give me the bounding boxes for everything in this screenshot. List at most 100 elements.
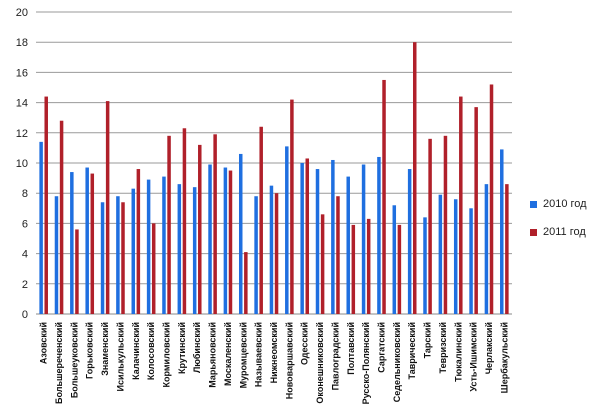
legend-label-2011: 2011 год <box>543 226 586 238</box>
bar-2010 <box>453 199 458 314</box>
bar-2010 <box>116 196 120 314</box>
bar-2010 <box>146 179 151 314</box>
bar-2010 <box>377 156 381 314</box>
bar-2011 <box>151 223 156 314</box>
bar-2010 <box>361 164 366 314</box>
x-tick-label: Нововаршавский <box>284 322 294 399</box>
y-tick-label: 14 <box>16 98 28 110</box>
bar-2011 <box>366 218 371 314</box>
y-tick-label: 16 <box>16 67 28 79</box>
bar-2011 <box>505 184 509 314</box>
y-tick-label: 2 <box>22 279 28 291</box>
x-tick-label: Полтавский <box>346 322 356 375</box>
legend-swatch-2010 <box>530 200 537 208</box>
legend: 2010 год 2011 год <box>530 190 587 246</box>
bar-2011 <box>244 252 248 314</box>
y-tick-label: 18 <box>16 37 28 49</box>
bar-2011 <box>320 214 325 314</box>
bar-2010 <box>254 196 258 314</box>
bar-2011 <box>336 196 340 314</box>
bar-2010 <box>85 167 89 314</box>
y-axis-ticks: 0 2 4 6 8 10 12 14 16 18 20 <box>16 7 28 321</box>
x-tick-label: Тарский <box>423 322 433 358</box>
bar-2010 <box>162 176 166 314</box>
x-tick-label: Кормиловский <box>162 322 172 388</box>
bar-2010 <box>315 169 320 314</box>
x-tick-label: Одесский <box>300 322 310 365</box>
bar-2011 <box>44 96 48 314</box>
bar-2010 <box>39 141 43 314</box>
x-tick-label: Большеуковский <box>69 322 79 398</box>
bar-2011 <box>459 96 463 314</box>
x-tick-label: Русско-Полянский <box>361 322 371 404</box>
bar-2011 <box>105 101 110 314</box>
x-tick-label: Таврический <box>407 322 417 380</box>
x-tick-label: Седельниковский <box>392 322 402 402</box>
legend-item-2011: 2011 год <box>530 218 587 246</box>
bar-2011 <box>382 79 386 314</box>
legend-swatch-2011 <box>530 228 537 236</box>
bar-2011 <box>121 202 125 314</box>
bar-2011 <box>428 138 432 314</box>
bar-2011 <box>182 128 187 314</box>
bar-2011 <box>59 120 64 314</box>
bar-2010 <box>500 149 504 314</box>
y-tick-label: 6 <box>22 218 28 230</box>
x-tick-label: Шербакульский <box>499 322 509 393</box>
bar-2011 <box>351 224 356 314</box>
bar-2011 <box>90 173 95 314</box>
bar-2010 <box>407 169 412 314</box>
bar-2011 <box>305 158 310 314</box>
x-tick-label: Горьковский <box>85 322 95 379</box>
x-tick-label: Усть-Ишимский <box>469 322 479 392</box>
y-tick-label: 20 <box>16 7 28 19</box>
x-tick-label: Павлоградский <box>330 322 340 390</box>
x-tick-label: Исилькульский <box>115 322 125 391</box>
x-tick-label: Черлакский <box>484 322 494 374</box>
bar-2010 <box>392 205 397 314</box>
x-tick-label: Крутинский <box>177 322 187 374</box>
y-tick-label: 12 <box>16 128 28 140</box>
bar-2010 <box>300 163 304 314</box>
bar-2010 <box>438 194 443 314</box>
bar-2010 <box>238 153 243 314</box>
x-tick-label: Знаменский <box>100 322 110 376</box>
x-tick-label: Колосовский <box>146 322 156 380</box>
bar-2010 <box>331 159 335 314</box>
bar-2010 <box>469 208 473 314</box>
bar-2010 <box>131 188 136 314</box>
bar-2011 <box>228 170 233 314</box>
bar-2010 <box>423 217 427 314</box>
bar-2011 <box>198 144 202 314</box>
bar-2011 <box>213 134 217 314</box>
bar-2011 <box>489 84 494 314</box>
bar-2011 <box>136 169 141 314</box>
bar-2010 <box>192 187 197 314</box>
legend-label-2010: 2010 год <box>543 198 587 210</box>
y-tick-label: 10 <box>16 158 28 170</box>
bar-2010 <box>100 202 105 314</box>
x-tick-label: Калачинский <box>131 322 141 380</box>
x-tick-label: Называевский <box>254 322 264 387</box>
x-tick-label: Оконешниковский <box>315 322 325 404</box>
bar-2010 <box>346 176 350 314</box>
bar-2010 <box>54 196 59 314</box>
bar-2011 <box>397 224 402 314</box>
x-tick-label: Любинский <box>192 322 202 373</box>
y-tick-label: 8 <box>22 188 28 200</box>
bar-2010 <box>484 184 489 314</box>
bar-2010 <box>223 167 228 314</box>
bar-2011 <box>259 126 263 314</box>
bar-2010 <box>285 146 289 314</box>
bar-2010 <box>269 185 274 314</box>
x-tick-label: Москаленский <box>223 322 233 386</box>
bar-2011 <box>412 42 417 314</box>
bar-2011 <box>474 107 478 314</box>
x-axis-ticks: Азовский Большереченский Большеуковский Гор… <box>39 322 510 404</box>
y-tick-label: 4 <box>22 249 28 261</box>
x-tick-label: Марьяновский <box>208 322 218 388</box>
x-tick-label: Большереченский <box>54 322 64 404</box>
x-tick-label: Тевризский <box>438 322 448 373</box>
x-tick-label: Саргатский <box>376 322 386 373</box>
